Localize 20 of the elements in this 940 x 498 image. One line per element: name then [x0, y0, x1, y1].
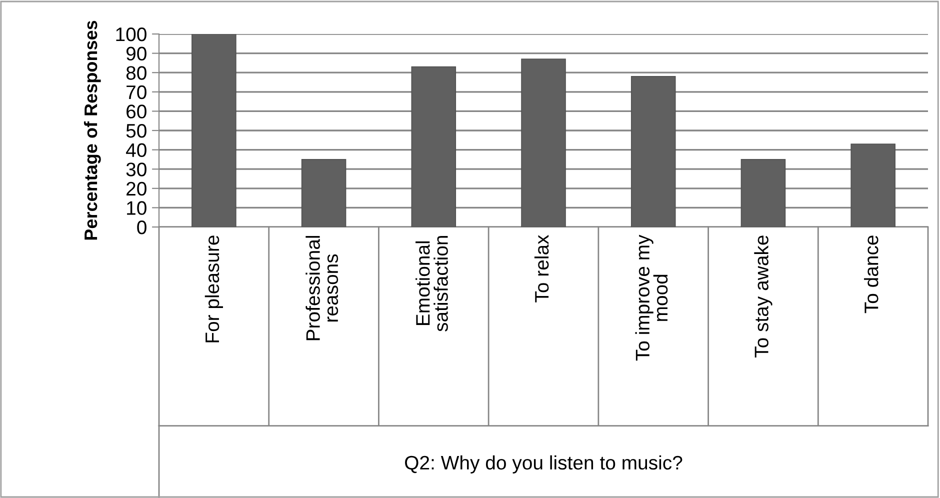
- x-tick-label: To improve my mood: [635, 234, 668, 361]
- x-tick-label: Emotional satisfaction: [416, 236, 448, 332]
- y-tick-label: 80: [126, 66, 146, 80]
- y-tick-label: 30: [126, 162, 146, 176]
- x-tick-label: Professional reasons: [306, 236, 338, 340]
- y-tick-label: 20: [126, 182, 146, 196]
- y-tick-label: 40: [126, 143, 146, 158]
- x-tick-label: For pleasure: [204, 236, 223, 342]
- x-tick-label: To dance: [864, 236, 878, 314]
- y-tick-label: 70: [126, 85, 146, 100]
- y-tick-label: 0: [137, 220, 146, 234]
- y-tick-label: 50: [126, 124, 146, 138]
- x-tick-label: To relax: [534, 234, 549, 302]
- y-tick-label: 10: [127, 201, 146, 215]
- x-tick-label: To stay awake: [754, 236, 772, 358]
- y-tick-label: 60: [126, 104, 146, 118]
- y-axis-title: Percentage of Responses: [84, 20, 101, 240]
- y-tick-label: 90: [126, 46, 146, 61]
- y-tick-label: 100: [116, 27, 146, 42]
- x-axis-title: Q2: Why do you listen to music?: [405, 455, 682, 474]
